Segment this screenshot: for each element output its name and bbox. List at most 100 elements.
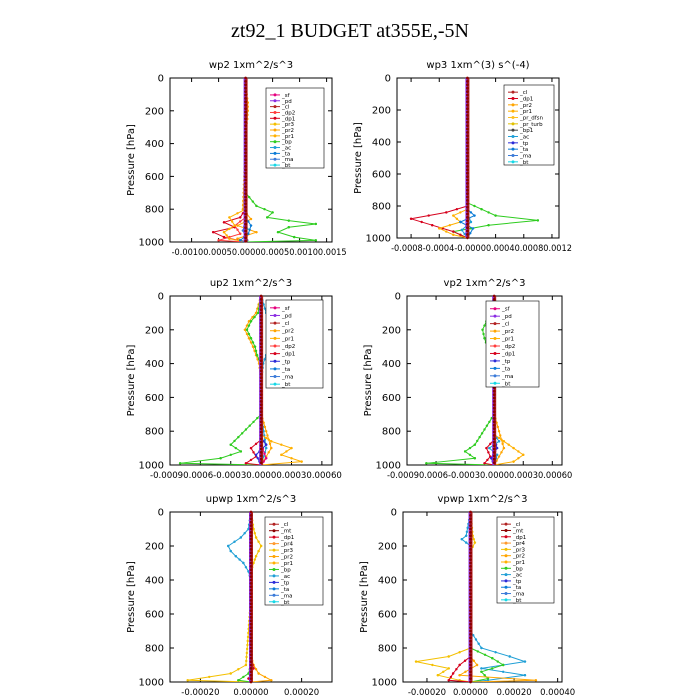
data-point <box>249 595 253 599</box>
data-point <box>230 220 234 223</box>
data-point <box>502 446 506 450</box>
legend-marker <box>493 359 497 363</box>
y-axis-label: Pressure [hPa] <box>353 122 364 194</box>
data-point <box>469 575 472 578</box>
data-point <box>447 655 450 658</box>
data-point <box>466 165 469 168</box>
data-point <box>481 328 484 331</box>
data-point <box>466 209 469 213</box>
data-point <box>464 541 468 544</box>
data-point <box>469 537 472 541</box>
data-point <box>522 453 525 457</box>
data-point <box>492 393 496 396</box>
data-point <box>256 311 260 315</box>
data-point <box>246 643 249 647</box>
y-tick-label: 400 <box>378 576 397 587</box>
data-point <box>249 602 253 606</box>
data-point <box>469 616 472 619</box>
series-pr1 <box>222 78 247 242</box>
chart-panel-2: wp3 1xm^(3) s^(-4) Pressure [hPa] 0 200 400 6… <box>353 60 572 254</box>
legend: _sf_pd_cl_dp2_dp1_pr3_pr2_pr1_bp_ac_ta_m… <box>265 87 325 169</box>
data-point <box>469 568 472 572</box>
data-point <box>219 457 222 460</box>
data-point <box>249 660 253 663</box>
data-point <box>256 457 259 460</box>
data-point <box>259 349 263 352</box>
legend-marker <box>493 307 497 311</box>
y-tick-label: 1000 <box>366 234 391 245</box>
legend-item: _tp <box>281 359 291 365</box>
data-point <box>244 97 248 100</box>
chart-title: up2 1xm^2/s^3 <box>210 278 292 289</box>
legend-item: _pr1 <box>512 560 525 566</box>
data-point <box>466 233 469 236</box>
data-point <box>244 117 248 121</box>
data-point <box>466 229 469 233</box>
legend-item: _pd <box>281 99 292 105</box>
legend-marker <box>272 580 276 584</box>
legend-marker <box>511 141 515 145</box>
data-point <box>476 650 479 653</box>
data-point <box>245 651 249 655</box>
data-point <box>491 657 494 660</box>
data-point <box>483 674 486 677</box>
chart-panel-5: upwp 1xm^2/s^3 Pressure [hPa] 0 200 400 600 80… <box>126 494 333 698</box>
series-line-dp2 <box>218 78 247 242</box>
data-point <box>469 211 473 214</box>
data-point <box>492 461 496 464</box>
x-tick-label: -0.00100.00050.00000.00050.00100.0015 <box>172 248 347 258</box>
data-point <box>287 226 290 229</box>
data-point <box>492 413 496 417</box>
data-point <box>480 208 483 211</box>
data-point <box>466 148 469 151</box>
data-point <box>466 195 469 199</box>
data-point <box>425 462 428 465</box>
data-point <box>466 188 469 192</box>
data-point <box>483 337 486 340</box>
chart-panel-3: up2 1xm^2/s^3 Pressure [hPa] 0 200 400 600 800… <box>126 278 342 481</box>
data-point <box>249 524 253 527</box>
legend-marker <box>273 146 277 150</box>
data-point <box>234 446 238 450</box>
data-point <box>466 182 469 185</box>
y-tick-label: 400 <box>382 359 401 370</box>
data-point <box>256 416 259 420</box>
legend-marker <box>504 528 508 532</box>
data-point <box>244 148 248 151</box>
data-point <box>501 442 504 446</box>
chart-panel-4: vp2 1xm^2/s^3 Pressure [hPa] 0 200 400 600 800… <box>363 278 572 481</box>
data-point <box>249 599 253 602</box>
data-point <box>463 450 467 453</box>
data-point <box>466 205 469 209</box>
data-point <box>480 432 484 435</box>
x-tick-label: -0.00090.0006-0.00030.00000.00030.00060 <box>150 471 342 481</box>
data-point <box>263 425 267 429</box>
data-point <box>492 396 496 400</box>
data-point <box>249 612 253 616</box>
data-point <box>249 575 253 578</box>
data-point <box>483 653 487 656</box>
legend-item: _dp1 <box>501 351 515 357</box>
data-point <box>249 561 253 565</box>
data-point <box>249 568 253 572</box>
data-point <box>466 154 469 158</box>
y-tick-label: 0 <box>158 292 164 303</box>
y-tick-label: 200 <box>145 542 164 553</box>
data-point <box>244 144 248 148</box>
data-point <box>480 670 483 673</box>
data-point <box>469 220 473 224</box>
data-point <box>469 670 472 674</box>
data-point <box>447 667 450 670</box>
data-point <box>244 171 248 175</box>
data-point <box>236 212 239 215</box>
legend-item: _pr1 <box>281 336 294 342</box>
data-point <box>427 214 430 217</box>
legend-item: _ac <box>280 574 290 580</box>
legend-marker <box>511 97 515 100</box>
y-tick-label: 800 <box>145 644 164 655</box>
data-point <box>486 677 490 680</box>
data-point <box>466 110 469 114</box>
series-line-bp <box>245 78 316 242</box>
legend-marker <box>493 337 497 341</box>
data-point <box>492 430 496 434</box>
